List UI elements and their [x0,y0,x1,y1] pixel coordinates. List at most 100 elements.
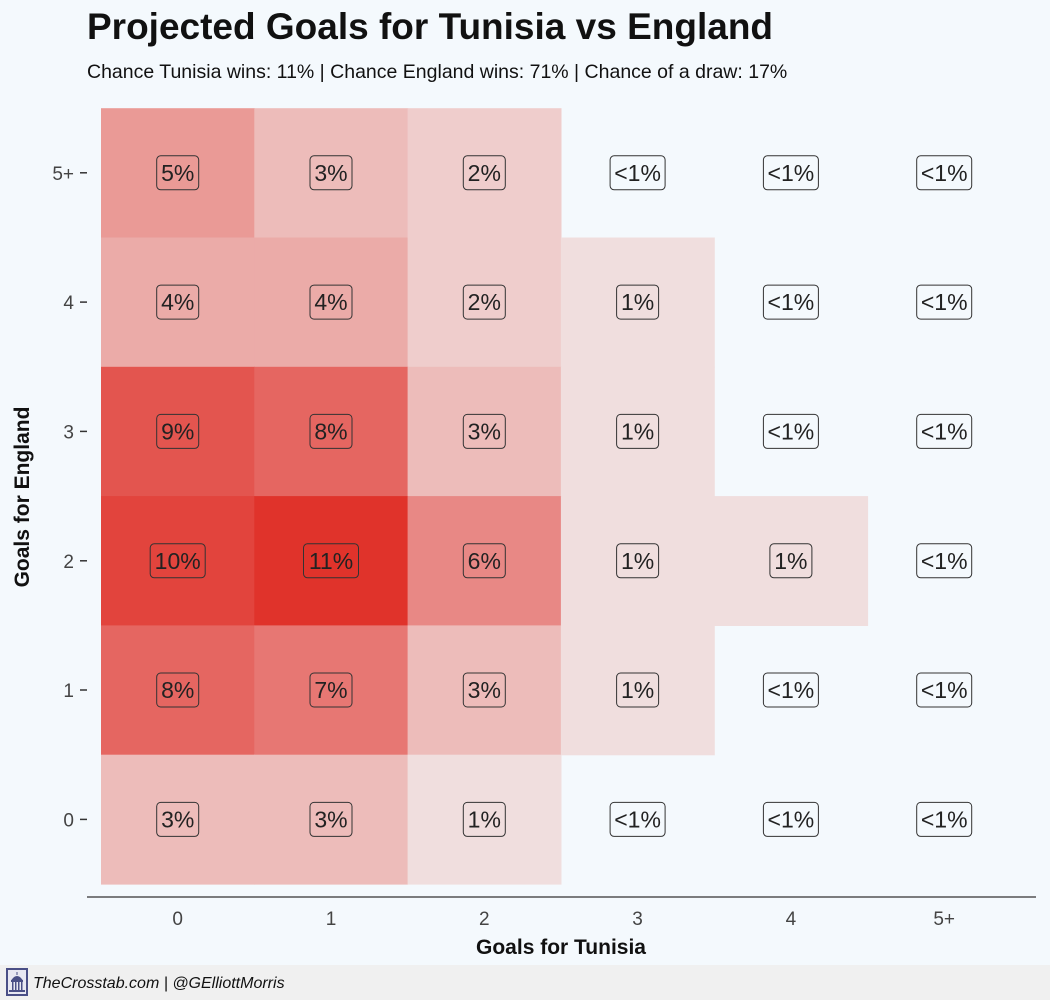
cell-label-x3-y2: 1% [616,543,660,579]
cell-label-x2-y5plus: 2% [462,155,506,191]
heatmap-cell-x1-y1 [254,625,409,756]
cell-label-box [156,284,200,320]
heatmap-cell-x0-y2 [101,496,255,626]
cell-label-x2-y0: 1% [462,801,506,837]
cell-value-label: 10% [155,548,201,574]
cell-value-label: 9% [161,418,194,444]
cell-label-box [462,155,506,191]
heatmap-cell-x1-y3 [254,366,409,497]
y-tick-label-5plus: 5+ [52,164,74,185]
cell-label-box [916,413,973,449]
cell-value-label: <1% [768,160,815,186]
cell-label-box [309,155,353,191]
cell-label-x3-y0: <1% [609,801,666,837]
cell-value-label: 2% [468,160,501,186]
chart-subtitle: Chance Tunisia wins: 11% | Chance Englan… [87,61,788,83]
cell-value-label: <1% [921,160,968,186]
cell-value-label: 1% [468,806,501,832]
cell-value-label: 1% [621,677,654,703]
cell-label-x4-y1: <1% [762,672,819,708]
cell-label-x5plus-y5plus: <1% [916,155,973,191]
cell-value-label: 5% [161,160,194,186]
cell-label-box [462,284,506,320]
cell-label-x4-y4: <1% [762,284,819,320]
cell-value-label: 1% [621,289,654,315]
heatmap-cell-x4-y2 [714,496,869,626]
cell-value-label: 4% [314,289,347,315]
cell-label-x1-y3: 8% [309,413,353,449]
heatmap-cell-x1-y0 [254,754,409,885]
heatmap-cell-x0-y3 [101,366,255,497]
cell-label-box [149,543,206,579]
cell-label-x1-y0: 3% [309,801,353,837]
heatmap-cell-x1-y5plus [254,108,409,239]
cell-label-box [762,284,819,320]
cell-label-box [309,284,353,320]
cell-value-label: <1% [921,418,968,444]
cell-label-x0-y2: 10% [149,543,206,579]
cell-value-label: <1% [921,289,968,315]
cell-label-x1-y1: 7% [309,672,353,708]
heatmap-chart: 5% 3% 2% <1% <1% <1% 4% 4% 2% 1% <1% <1% 9% 8% 3% 1% <1%… [11,108,1036,959]
cell-value-label: <1% [921,677,968,703]
cell-value-label: 1% [621,418,654,444]
footer-credit: TheCrosstab.com | @GElliottMorris [33,975,285,992]
cell-value-label: 1% [774,548,807,574]
y-tick-label-1: 1 [63,681,74,702]
capitol-dome-icon [6,968,28,996]
cell-label-x1-y2: 11% [303,543,359,579]
cell-label-x5plus-y1: <1% [916,672,973,708]
cell-label-box [462,801,506,837]
heatmap-cell-x0-y1 [101,625,255,756]
x-tick-label-1: 1 [326,909,337,930]
cell-label-box [156,155,200,191]
cell-label-x2-y1: 3% [462,672,506,708]
heatmap-cell-x3-y2 [560,496,715,626]
cell-label-x4-y5plus: <1% [762,155,819,191]
cell-value-label: <1% [768,677,815,703]
cell-label-box [769,543,813,579]
cell-label-x1-y5plus: 3% [309,155,353,191]
cell-label-box [462,413,506,449]
heatmap-cell-x3-y3 [560,366,715,497]
cell-label-box [309,801,353,837]
heatmap-value-labels: 5% 3% 2% <1% <1% <1% 4% 4% 2% 1% <1% <1% 9% 8% 3% 1% <1%… [149,155,973,837]
cell-label-box [762,155,819,191]
x-tick-label-5plus: 5+ [933,909,955,930]
y-tick-label-4: 4 [63,293,74,314]
y-tick-label-2: 2 [63,552,74,573]
cell-value-label: 1% [621,548,654,574]
cell-value-label: 3% [161,806,194,832]
cell-value-label: 7% [314,677,347,703]
cell-value-label: 3% [468,677,501,703]
cell-label-box [916,672,973,708]
cell-label-box [762,672,819,708]
heatmap-cells [101,108,869,885]
x-tick-label-4: 4 [786,909,797,930]
heatmap-cell-x2-y5plus [407,108,562,239]
heatmap-cell-x2-y1 [407,625,562,756]
cell-label-x4-y3: <1% [762,413,819,449]
cell-label-x5plus-y2: <1% [916,543,973,579]
cell-label-x1-y4: 4% [309,284,353,320]
heatmap-cell-x0-y0 [101,754,255,885]
cell-label-x2-y3: 3% [462,413,506,449]
cell-value-label: 3% [468,418,501,444]
cell-label-x5plus-y4: <1% [916,284,973,320]
heatmap-cell-x0-y5plus [101,108,255,239]
cell-value-label: <1% [768,289,815,315]
cell-label-x0-y3: 9% [156,413,200,449]
cell-label-box [616,543,660,579]
cell-label-box [462,672,506,708]
cell-label-x3-y5plus: <1% [609,155,666,191]
cell-label-box [916,801,973,837]
cell-label-x0-y1: 8% [156,672,200,708]
cell-value-label: <1% [614,806,661,832]
cell-label-x2-y4: 2% [462,284,506,320]
cell-label-box [462,543,506,579]
cell-label-x2-y2: 6% [462,543,506,579]
x-tick-label-3: 3 [632,909,643,930]
cell-label-box [616,413,660,449]
cell-value-label: 4% [161,289,194,315]
cell-label-x3-y4: 1% [616,284,660,320]
